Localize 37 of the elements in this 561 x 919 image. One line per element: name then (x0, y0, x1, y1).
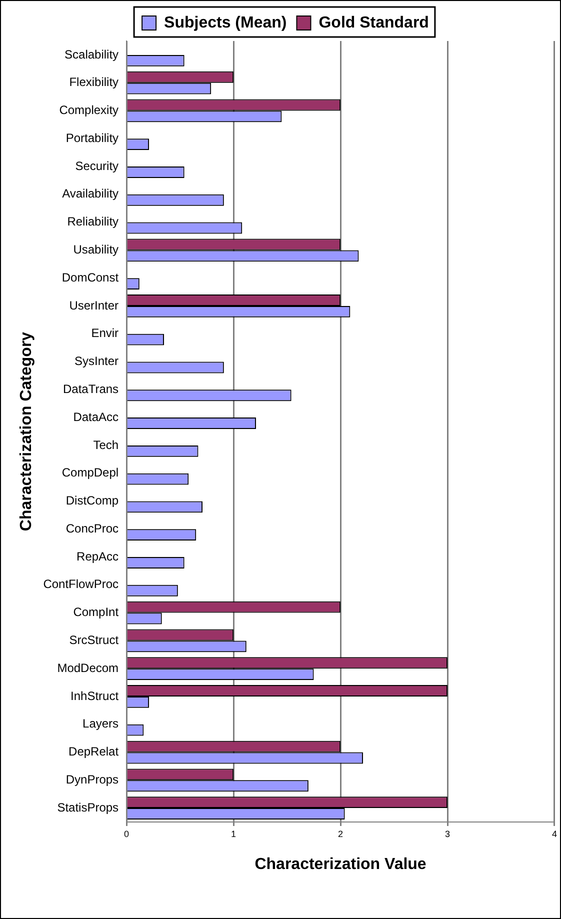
y-tick-label: UserInter (69, 298, 119, 312)
y-tick-label: CompInt (73, 605, 120, 620)
y-tick-label: StatisProps (57, 800, 119, 814)
y-tick-label: ContFlowProc (43, 577, 119, 592)
y-tick-label: SrcStruct (69, 633, 120, 648)
y-tick-label: DepRelat (68, 744, 120, 759)
y-tick-label: DomConst (62, 270, 120, 284)
y-tick-label: Security (75, 158, 119, 173)
legend-label: Gold Standard (318, 14, 429, 32)
y-tick-label: DataAcc (73, 410, 119, 424)
y-tick-label: DistComp (66, 494, 119, 508)
x-tick-label: 0 (124, 828, 130, 839)
y-tick-label: ModDecom (57, 660, 119, 675)
y-tick-label: Portability (66, 130, 119, 145)
x-axis-title: Characterization Value (254, 856, 426, 873)
y-tick-label: SysInter (74, 354, 119, 368)
y-tick-label: Complexity (59, 103, 119, 118)
y-tick-label: ConcProc (66, 521, 119, 536)
y-tick-label: RepAcc (76, 549, 119, 564)
y-tick-label: Usability (73, 242, 119, 257)
y-tick-label: Flexibility (69, 75, 119, 90)
y-tick-label: Reliability (67, 214, 119, 229)
legend-label: Subjects (Mean) (164, 14, 287, 32)
y-tick-label: Envir (91, 326, 119, 340)
y-tick-label: DataTrans (62, 382, 119, 396)
x-tick-label: 1 (231, 828, 236, 839)
y-tick-label: Layers (82, 716, 119, 731)
x-tick-label: 2 (338, 828, 344, 839)
y-tick-label: Availability (62, 186, 119, 201)
y-tick-label: DynProps (66, 772, 119, 786)
y-tick-label: CompDepl (62, 466, 119, 480)
x-tick-label: 4 (552, 828, 558, 839)
y-tick-label: InhStruct (70, 688, 120, 703)
x-tick-label: 3 (445, 828, 450, 839)
y-axis-title: Characterization Category (18, 332, 36, 532)
y-tick-label: Scalability (64, 47, 119, 62)
y-tick-label: Tech (93, 438, 119, 452)
